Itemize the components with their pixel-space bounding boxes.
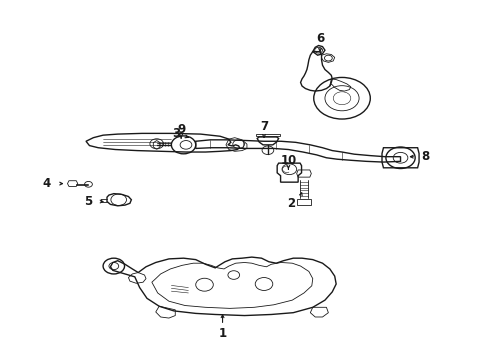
Text: 9: 9 — [177, 123, 185, 136]
Text: 7: 7 — [260, 120, 267, 133]
Text: 1: 1 — [218, 327, 226, 340]
Text: 10: 10 — [280, 154, 296, 167]
Text: 4: 4 — [43, 177, 51, 190]
Text: 3: 3 — [172, 127, 180, 140]
Text: 8: 8 — [420, 150, 428, 163]
Text: 2: 2 — [286, 197, 294, 210]
Text: 6: 6 — [315, 32, 324, 45]
Text: 5: 5 — [84, 195, 92, 208]
